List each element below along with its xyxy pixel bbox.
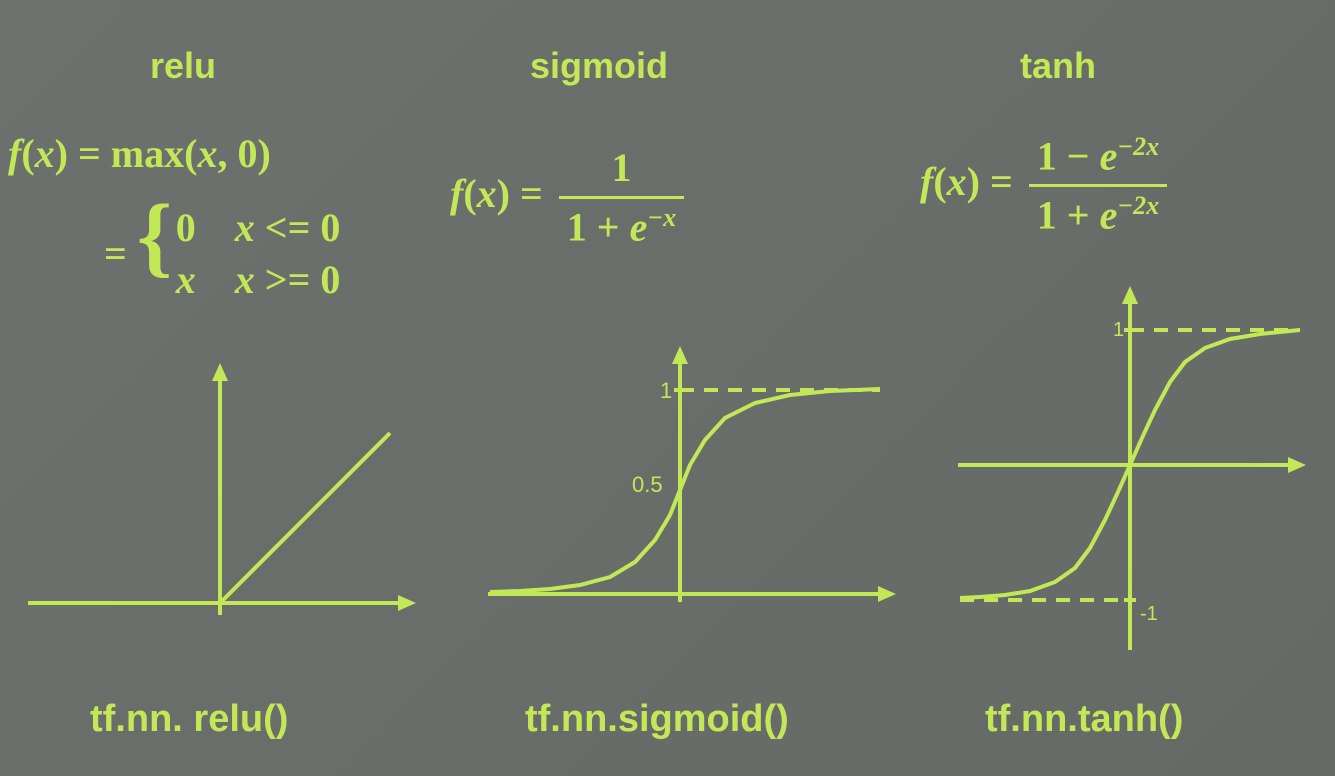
relu-title: relu [150,45,216,87]
svg-text:1: 1 [1113,319,1124,341]
relu-formula: f(x) = max(x, 0) = { 0 x <= 0 x x >= 0 [8,128,340,306]
svg-text:-1: -1 [1140,603,1158,625]
svg-text:0.5: 0.5 [632,472,663,497]
sigmoid-title: sigmoid [530,45,668,87]
svg-text:1: 1 [660,378,672,403]
tanh-code: tf.nn.tanh() [985,698,1183,741]
sigmoid-code: tf.nn.sigmoid() [525,698,789,741]
tanh-formula: f(x) = 1 − e−2x 1 + e−2x [920,130,1173,242]
tanh-chart: 1 -1 [950,280,1310,680]
sigmoid-formula: f(x) = 1 1 + e−x [450,142,690,253]
tanh-title: tanh [1020,45,1096,87]
relu-chart [20,355,420,655]
relu-code: tf.nn. relu() [90,698,288,741]
sigmoid-chart: 1 0.5 [480,340,900,640]
